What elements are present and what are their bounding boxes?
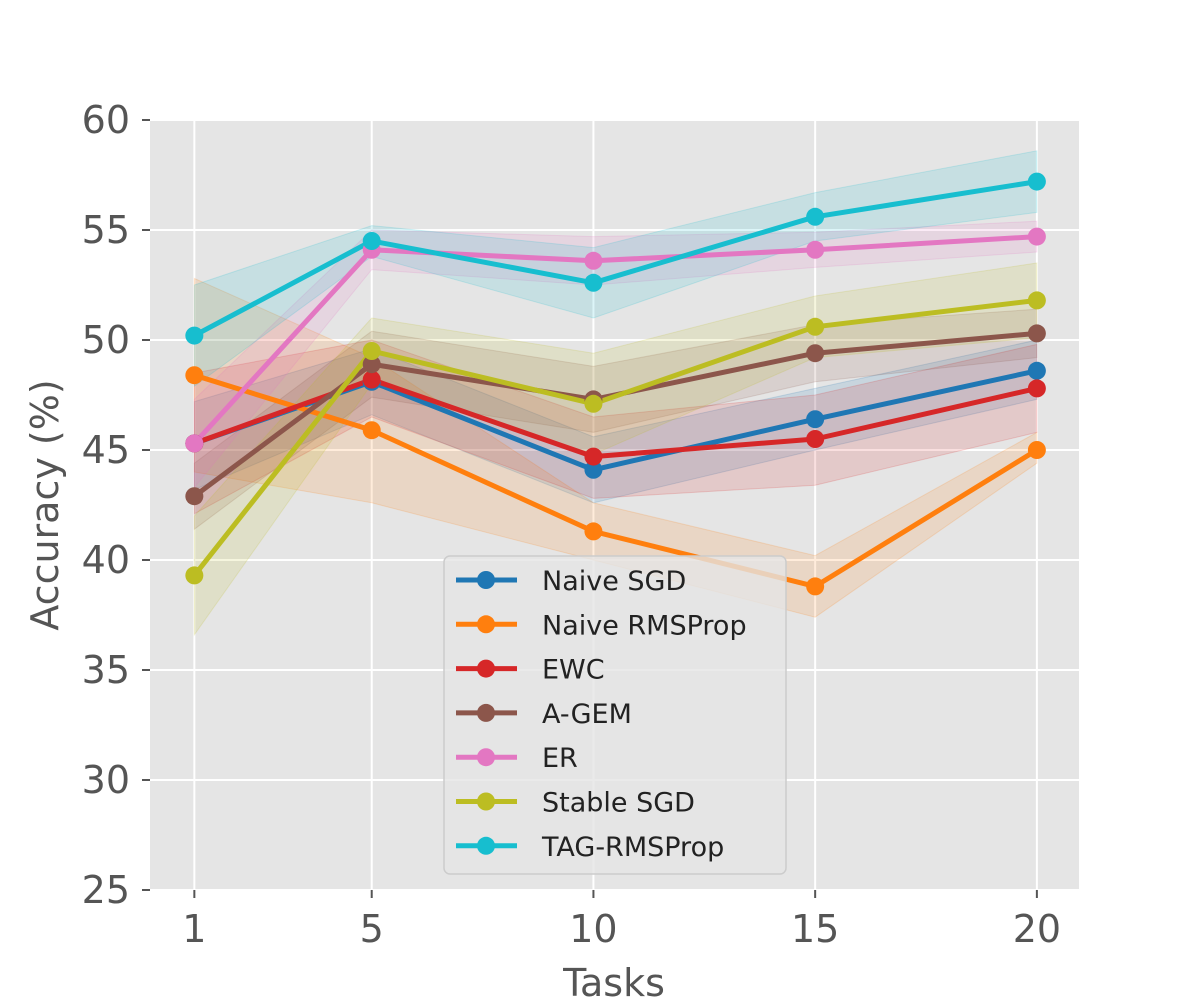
point-naive-rmsprop: [806, 577, 825, 596]
point-er: [1027, 227, 1046, 246]
point-naive-rmsprop: [584, 522, 603, 541]
legend: Naive SGD Naive RMSProp EWC A-GEM ER Stable S…: [443, 555, 787, 875]
point-naive-sgd: [584, 460, 603, 479]
legend-swatch-marker: [477, 748, 495, 767]
y-axis-label: Accuracy (%): [23, 379, 67, 630]
y-tick-label: 35: [82, 648, 130, 692]
legend-label-stable-sgd: Stable SGD: [542, 788, 695, 819]
band-a-gem: [193, 308, 1038, 531]
y-tick-label: 55: [82, 208, 130, 252]
x-tick-label: 20: [1013, 907, 1061, 951]
y-tick-label: 30: [82, 758, 130, 802]
legend-swatch-marker: [477, 703, 495, 722]
point-a-gem: [185, 487, 204, 506]
point-a-gem: [806, 344, 825, 363]
point-naive-rmsprop: [185, 366, 204, 385]
legend-frame: [443, 555, 787, 875]
series-points: [185, 172, 1046, 596]
point-tag-rmsprop: [584, 273, 603, 292]
legend-swatch-marker: [477, 571, 495, 589]
point-stable-sgd: [1027, 291, 1046, 310]
legend-label-a-gem: A-GEM: [542, 699, 632, 730]
point-a-gem: [1027, 324, 1046, 343]
y-tick-label: 40: [82, 538, 130, 582]
point-naive-rmsprop: [1027, 441, 1046, 459]
legend-label-naive-sgd: Naive SGD: [542, 566, 686, 597]
x-tick-label: 15: [791, 907, 839, 951]
band-naive-sgd: [193, 339, 1038, 504]
point-naive-rmsprop: [362, 421, 381, 440]
point-tag-rmsprop: [185, 326, 204, 345]
band-naive-rmsprop: [193, 277, 1038, 618]
y-tick-label: 50: [82, 318, 130, 362]
legend-swatch-marker: [477, 792, 495, 811]
y-tick-label: 60: [82, 98, 130, 142]
legend-swatch-marker: [477, 836, 495, 855]
band-tag-rmsprop: [193, 150, 1038, 388]
x-tick-label: 1: [182, 907, 206, 951]
x-tick-label: 5: [360, 907, 384, 951]
y-tick-label: 45: [82, 428, 130, 472]
point-stable-sgd: [362, 342, 381, 360]
point-tag-rmsprop: [806, 207, 825, 226]
point-ewc: [1027, 379, 1046, 398]
point-naive-sgd: [806, 410, 825, 429]
legend-swatch-marker: [477, 659, 495, 678]
legend-label-er: ER: [542, 743, 578, 774]
legend-swatch-marker: [477, 615, 495, 634]
point-naive-sgd: [1027, 361, 1046, 380]
point-stable-sgd: [584, 394, 603, 413]
point-er: [185, 434, 204, 453]
point-er: [584, 251, 603, 270]
x-tick-label: 10: [569, 907, 617, 951]
point-a-gem: [362, 355, 381, 374]
legend-label-naive-rmsprop: Naive RMSProp: [542, 610, 747, 641]
point-tag-rmsprop: [362, 232, 381, 250]
point-stable-sgd: [185, 566, 204, 585]
point-stable-sgd: [806, 317, 825, 336]
point-ewc: [584, 447, 603, 466]
point-ewc: [806, 430, 825, 448]
point-er: [806, 240, 825, 259]
y-tick-label: 25: [82, 868, 130, 912]
band-ewc: [193, 339, 1038, 515]
x-axis-label: Tasks: [562, 961, 665, 1000]
point-ewc: [362, 370, 381, 389]
point-tag-rmsprop: [1027, 172, 1046, 191]
legend-label-ewc: EWC: [542, 655, 605, 686]
legend-label-tag-rmsprop: TAG-RMSProp: [541, 832, 724, 863]
